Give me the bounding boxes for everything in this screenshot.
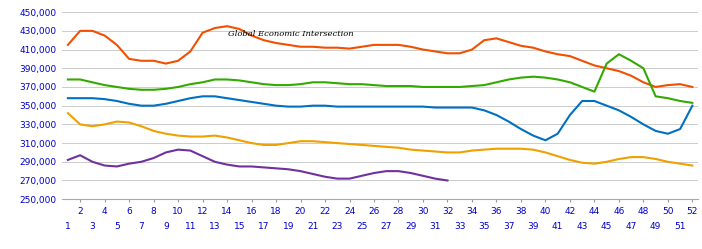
Text: Global Economic Intersection: Global Economic Intersection [228, 30, 354, 39]
